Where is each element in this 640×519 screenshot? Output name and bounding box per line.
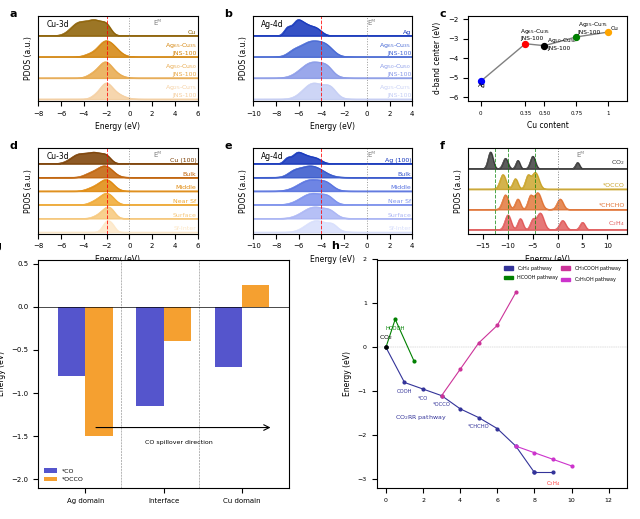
Text: CO spillover direction: CO spillover direction (145, 441, 213, 445)
Text: C$_2$H$_4$: C$_2$H$_4$ (608, 220, 625, 228)
Text: Ag: Ag (403, 30, 412, 35)
Text: Eᴹ: Eᴹ (368, 153, 376, 158)
Text: Ag$_{65}$-Cu$_{35}$
JNS-100: Ag$_{65}$-Cu$_{35}$ JNS-100 (380, 41, 412, 56)
Text: Sf-Inter: Sf-Inter (388, 226, 412, 231)
Text: *CHCHO: *CHCHO (468, 424, 490, 429)
Text: f: f (440, 141, 444, 151)
Text: h: h (332, 241, 339, 251)
Text: CO$_2$RR pathway: CO$_2$RR pathway (396, 413, 447, 422)
Text: Eᴹ: Eᴹ (153, 20, 161, 26)
Y-axis label: PDOS (a.u.): PDOS (a.u.) (24, 169, 33, 213)
Text: Ag$_{65}$-Cu$_{35}$
JNS-100: Ag$_{65}$-Cu$_{35}$ JNS-100 (520, 26, 550, 42)
Y-axis label: Energy (eV): Energy (eV) (343, 351, 352, 396)
X-axis label: Energy (eV): Energy (eV) (95, 122, 140, 131)
Text: c: c (440, 9, 446, 19)
Bar (58, 307, 85, 376)
Text: Ag$_{25}$-Cu$_{75}$
JNS-100: Ag$_{25}$-Cu$_{75}$ JNS-100 (577, 20, 607, 35)
Text: e: e (225, 141, 232, 151)
X-axis label: Cu content: Cu content (527, 121, 568, 130)
Text: Ag$_{25}$-Cu$_{75}$
JNS-100: Ag$_{25}$-Cu$_{75}$ JNS-100 (380, 83, 412, 98)
Point (520, 39, 531, 48)
Text: Ag-4d: Ag-4d (261, 20, 284, 29)
Text: Bulk: Bulk (182, 172, 196, 176)
Y-axis label: PDOS (a.u.): PDOS (a.u.) (239, 36, 248, 80)
Bar (136, 307, 164, 406)
Text: Cu: Cu (611, 25, 618, 31)
X-axis label: Energy (eV): Energy (eV) (310, 255, 355, 264)
Text: b: b (225, 9, 232, 19)
Text: Ag (100): Ag (100) (385, 158, 412, 163)
Text: Near Sf: Near Sf (388, 199, 412, 204)
Text: Sf-Inter: Sf-Inter (173, 226, 196, 231)
Y-axis label: PDOS (a.u.): PDOS (a.u.) (24, 36, 33, 80)
Text: CO$_2$: CO$_2$ (611, 159, 625, 168)
Text: Cu-3d: Cu-3d (46, 20, 69, 29)
X-axis label: Energy (eV): Energy (eV) (95, 255, 140, 264)
Text: Ag$_{25}$-Cu$_{75}$
JNS-100: Ag$_{25}$-Cu$_{75}$ JNS-100 (164, 83, 196, 98)
Point (571, 33, 581, 41)
Text: Ag$_{50}$-Cu$_{50}$
JNS-100: Ag$_{50}$-Cu$_{50}$ JNS-100 (164, 62, 196, 77)
Text: a: a (10, 9, 17, 19)
Text: *OCCO: *OCCO (433, 402, 451, 407)
Text: Cu (100): Cu (100) (170, 158, 196, 163)
Text: Surface: Surface (387, 213, 412, 217)
Text: Cu: Cu (188, 30, 196, 35)
Text: Ag-4d: Ag-4d (261, 153, 284, 161)
Text: Middle: Middle (175, 185, 196, 190)
Legend: C$_2$H$_4$ pathway, HCOOH pathway, CH$_3$COOH pathway, C$_2$H$_5$OH pathway: C$_2$H$_4$ pathway, HCOOH pathway, CH$_3… (502, 262, 625, 286)
Point (381, 343, 391, 351)
Text: Ag$_{50}$-Cu$_{50}$
JNS-100: Ag$_{50}$-Cu$_{50}$ JNS-100 (547, 36, 577, 51)
Text: C$_2$H$_4$: C$_2$H$_4$ (546, 479, 560, 488)
Bar (164, 307, 191, 342)
Text: *CO: *CO (418, 395, 428, 401)
Bar (214, 307, 242, 367)
Text: Cu-3d: Cu-3d (46, 153, 69, 161)
Point (603, 28, 613, 36)
Text: Near Sf: Near Sf (173, 199, 196, 204)
Y-axis label: Energy (eV): Energy (eV) (0, 351, 6, 396)
Text: CO$_2$: CO$_2$ (379, 333, 393, 342)
Text: d: d (10, 141, 18, 151)
Bar (85, 307, 113, 436)
Text: COOH: COOH (397, 389, 412, 394)
Point (476, 77, 486, 86)
Y-axis label: PDOS (a.u.): PDOS (a.u.) (454, 169, 463, 213)
Text: g: g (0, 241, 1, 251)
X-axis label: Energy (eV): Energy (eV) (310, 122, 355, 131)
Text: Bulk: Bulk (397, 172, 412, 176)
Text: Surface: Surface (173, 213, 196, 217)
Legend: *CO, *OCCO: *CO, *OCCO (42, 466, 86, 485)
X-axis label: Energy (eV): Energy (eV) (525, 255, 570, 264)
Text: HCOOH: HCOOH (385, 326, 405, 331)
Text: Middle: Middle (390, 185, 412, 190)
Text: Eᴹ: Eᴹ (153, 153, 161, 158)
Y-axis label: PDOS (a.u.): PDOS (a.u.) (239, 169, 248, 213)
Text: Ag: Ag (478, 83, 486, 88)
Text: Ag$_{65}$-Cu$_{35}$
JNS-100: Ag$_{65}$-Cu$_{35}$ JNS-100 (164, 41, 196, 56)
Text: *CHCHO: *CHCHO (598, 203, 625, 208)
Y-axis label: d-band center (eV): d-band center (eV) (433, 22, 442, 94)
Text: Eᴹ: Eᴹ (576, 153, 584, 158)
Text: Eᴹ: Eᴹ (368, 20, 376, 26)
Text: *OCCO: *OCCO (603, 183, 625, 188)
Bar (242, 285, 269, 307)
Point (540, 42, 550, 50)
Text: Ag$_{50}$-Cu$_{50}$
JNS-100: Ag$_{50}$-Cu$_{50}$ JNS-100 (380, 62, 412, 77)
